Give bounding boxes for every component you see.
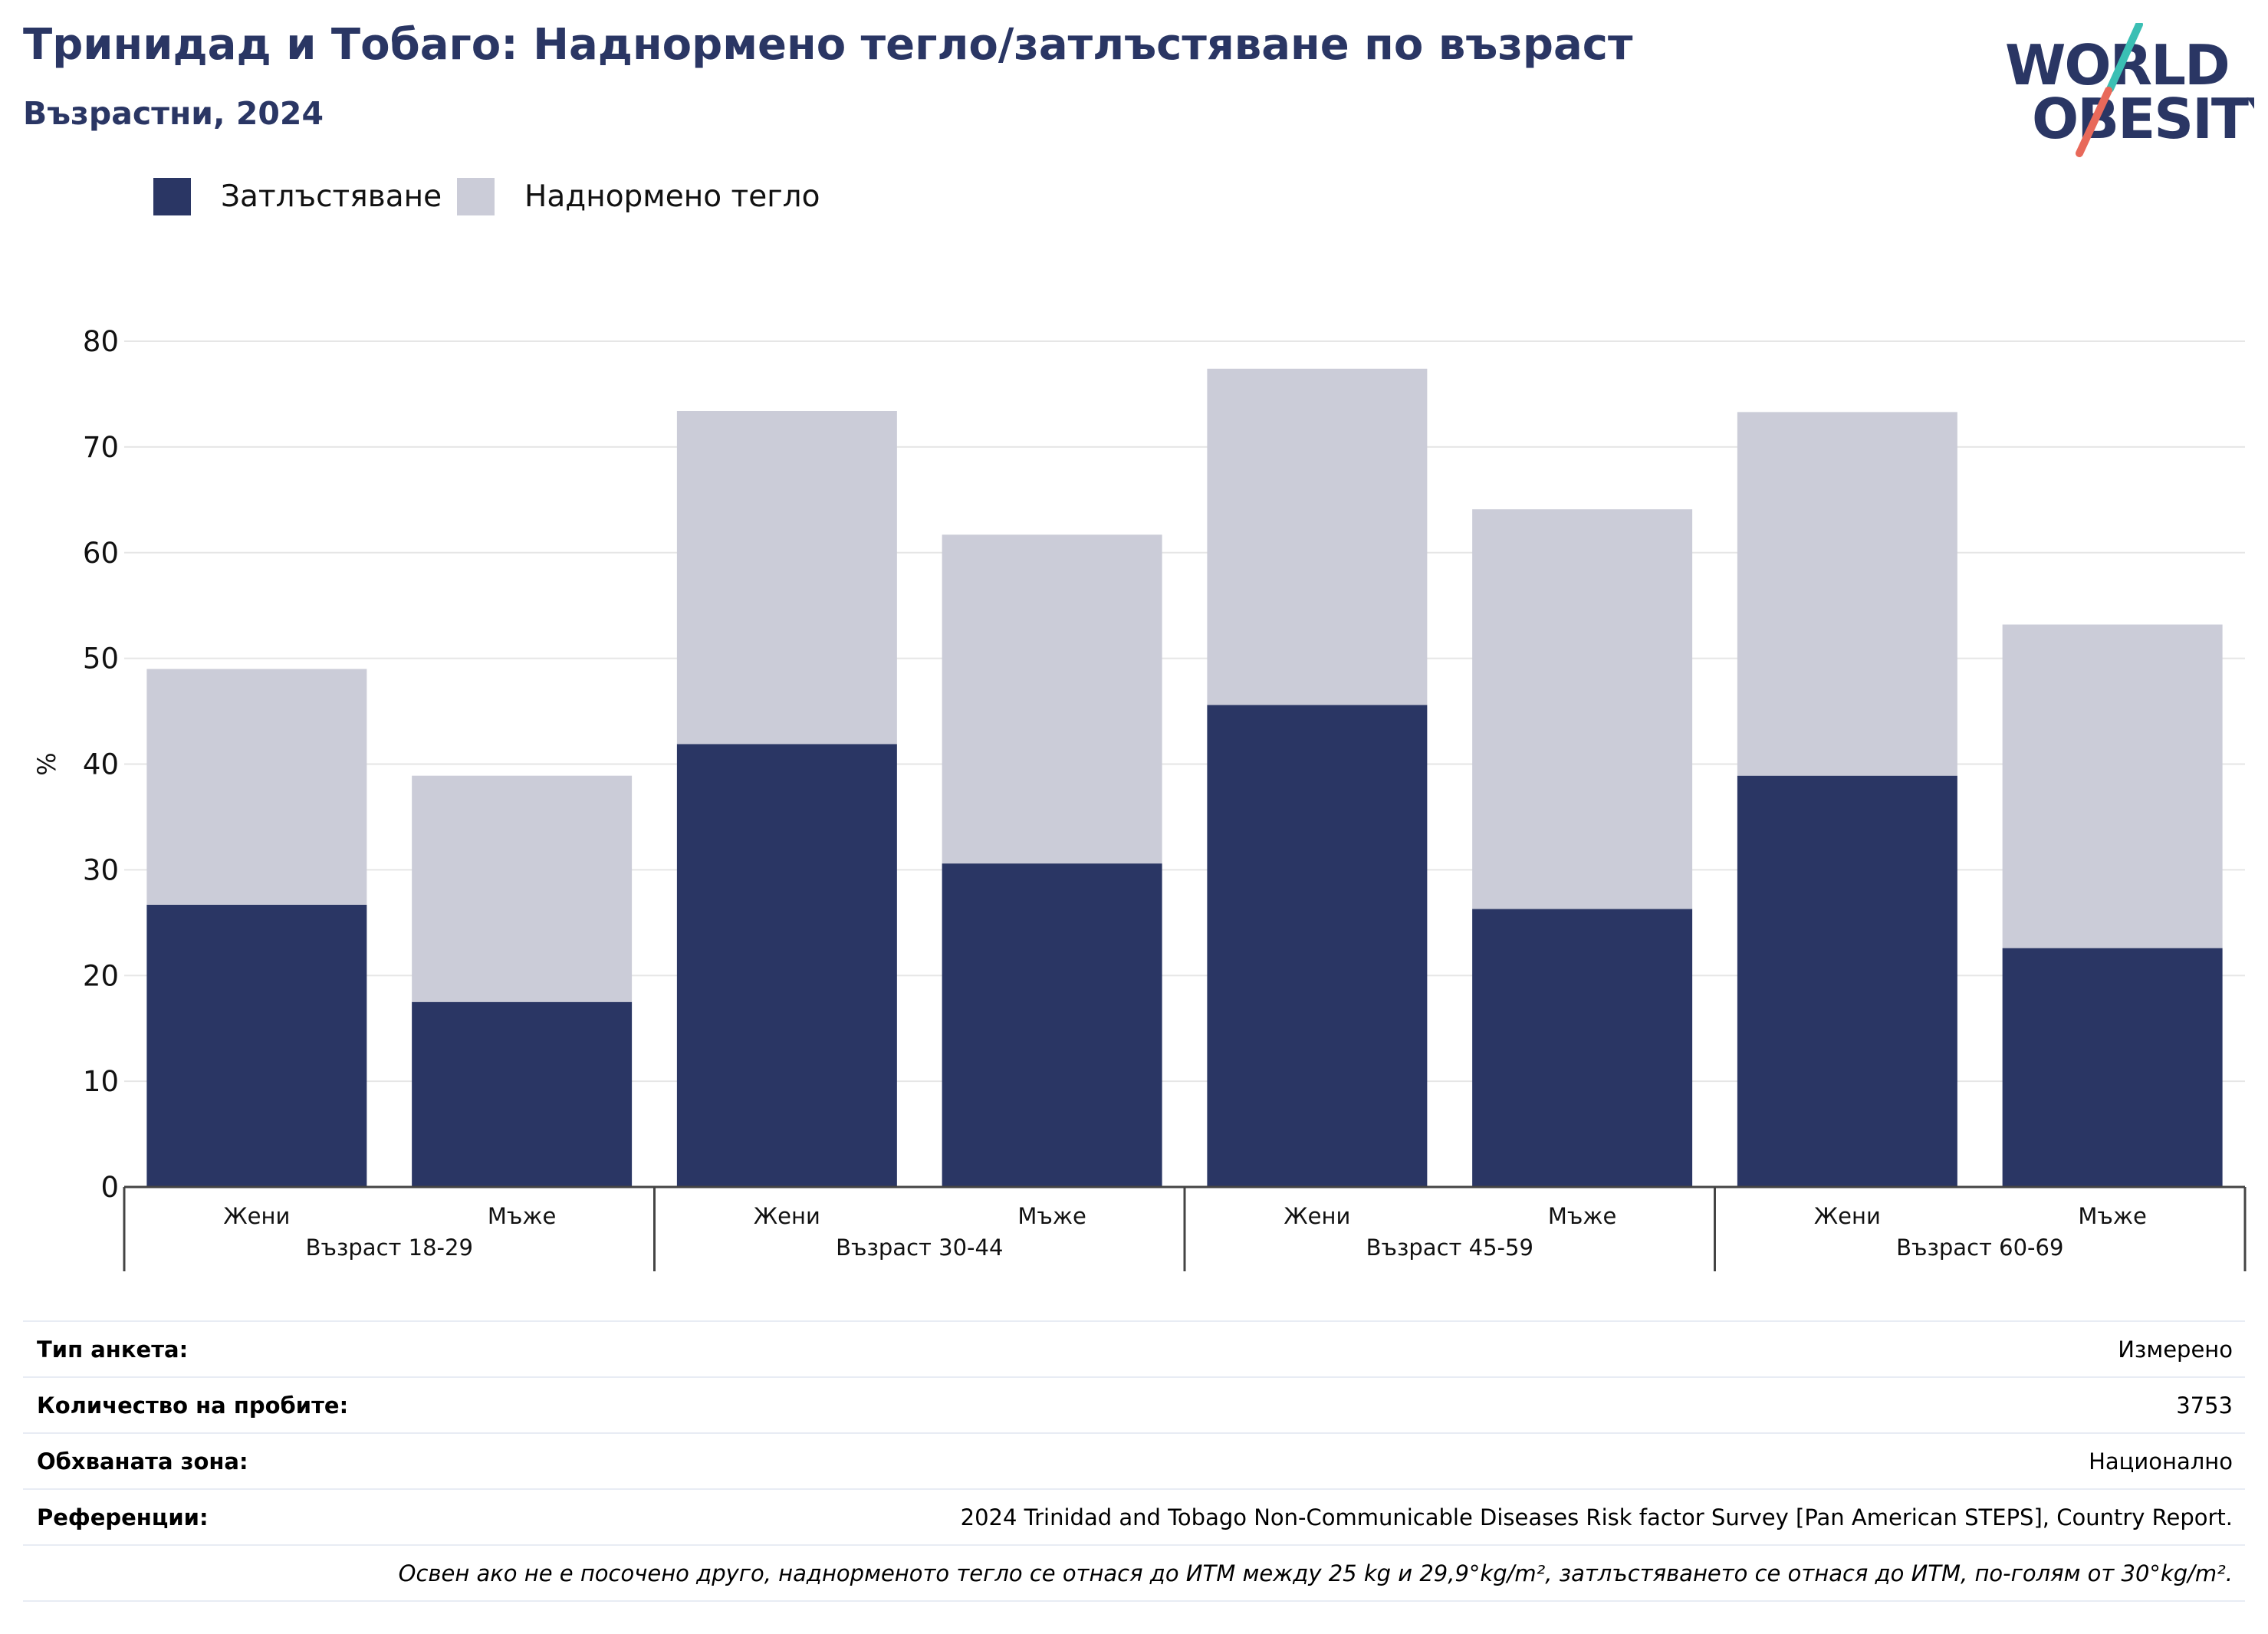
y-tick-label: 10: [83, 1065, 119, 1098]
info-row-note: Освен ако не е посочено друго, наднормен…: [23, 1544, 2245, 1602]
bar-overweight: [1737, 412, 1957, 776]
bar-overweight: [942, 534, 1162, 864]
info-value: Измерено: [2118, 1336, 2233, 1363]
bar-overweight: [1207, 368, 1428, 705]
info-key: Референции:: [37, 1504, 209, 1530]
info-value: Национално: [2089, 1448, 2233, 1475]
y-tick-label: 40: [83, 748, 119, 781]
group-label: Възраст 18-29: [306, 1235, 473, 1261]
y-tick-label: 20: [83, 959, 119, 992]
bar-obesity: [1472, 909, 1693, 1187]
y-tick-label: 0: [100, 1171, 119, 1204]
bar-overweight: [1472, 509, 1693, 909]
info-key: Количество на пробите:: [37, 1392, 349, 1419]
definition-note: Освен ако не е посочено друго, наднормен…: [398, 1560, 2233, 1586]
x-tick-label: Мъже: [1548, 1203, 1616, 1229]
legend-label-obesity: Затлъстяване: [221, 179, 442, 214]
legend-label-overweight: Наднормено тегло: [524, 179, 820, 214]
survey-info-table: Тип анкета: Измерено Количество на проби…: [23, 1320, 2245, 1602]
y-tick-label: 60: [83, 537, 119, 570]
logo-line2: OBESITY: [2032, 87, 2254, 151]
x-tick-label: Жени: [223, 1203, 290, 1229]
bar-obesity: [146, 904, 367, 1187]
bar-obesity: [942, 863, 1162, 1187]
group-label: Възраст 30-44: [836, 1235, 1003, 1261]
bar-overweight: [2002, 624, 2223, 949]
info-value: 2024 Trinidad and Tobago Non-Communicabl…: [960, 1504, 2233, 1530]
group-label: Възраст 45-59: [1366, 1235, 1533, 1261]
x-tick-label: Жени: [1814, 1203, 1881, 1229]
y-tick-label: 80: [83, 325, 119, 358]
bar-obesity: [1207, 705, 1428, 1187]
x-tick-label: Мъже: [488, 1203, 556, 1229]
info-row-survey-type: Тип анкета: Измерено: [23, 1320, 2245, 1376]
legend-swatch-overweight: [457, 178, 495, 215]
x-tick-label: Жени: [1284, 1203, 1350, 1229]
group-label: Възраст 60-69: [1896, 1235, 2063, 1261]
y-axis-label: %: [32, 752, 61, 775]
info-value: 3753: [2176, 1392, 2233, 1419]
logo-slash-top: [2106, 23, 2143, 93]
x-tick-label: Мъже: [2078, 1203, 2146, 1229]
bar-obesity: [1737, 775, 1957, 1187]
x-tick-label: Мъже: [1017, 1203, 1086, 1229]
logo-slash-bottom: [2076, 87, 2112, 157]
x-tick-label: Жени: [754, 1203, 820, 1229]
bar-obesity: [2002, 948, 2223, 1187]
chart-subtitle: Възрастни, 2024: [23, 95, 324, 132]
info-row-references: Референции: 2024 Trinidad and Tobago Non…: [23, 1488, 2245, 1544]
info-key: Тип анкета:: [37, 1336, 189, 1363]
bar-obesity: [676, 744, 897, 1187]
bar-overweight: [676, 410, 897, 745]
world-obesity-logo: WORLD OBESITY: [2005, 23, 2254, 157]
y-tick-label: 30: [83, 853, 119, 886]
info-row-area: Обхваната зона: Национално: [23, 1432, 2245, 1488]
y-tick-label: 50: [83, 643, 119, 676]
bar-overweight: [412, 775, 633, 1002]
info-key: Обхваната зона:: [37, 1448, 248, 1475]
bar-obesity: [412, 1001, 633, 1187]
legend-swatch-obesity: [153, 178, 191, 215]
chart-title: Тринидад и Тобаго: Наднормено тегло/затл…: [23, 20, 1633, 70]
y-tick-label: 70: [83, 431, 119, 464]
bar-overweight: [146, 669, 367, 905]
stacked-bar-chart: 0 10 20 30 40 50 60 70 80% Жени Мъже Жени Мъже Жени Мъ…: [32, 325, 2247, 1271]
info-row-sample-size: Количество на пробите: 3753: [23, 1376, 2245, 1432]
